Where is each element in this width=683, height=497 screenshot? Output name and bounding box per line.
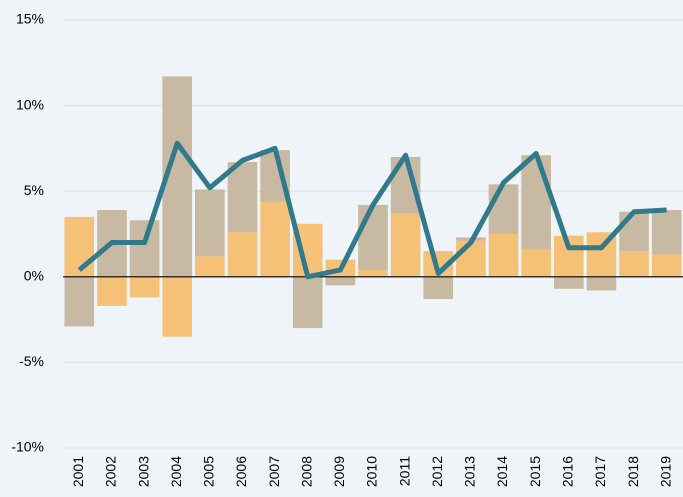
bar-segment: [260, 201, 290, 277]
x-tick-label: 2017: [592, 456, 608, 487]
x-tick-label: 2018: [625, 456, 641, 487]
x-tick-label: 2004: [168, 456, 184, 487]
x-tick-label: 2008: [298, 456, 314, 487]
bar-segment: [227, 162, 258, 233]
bar-segment: [488, 184, 519, 234]
bar-segment: [97, 276, 127, 306]
bar-segment: [325, 276, 356, 286]
y-tick-label: -5%: [19, 353, 44, 369]
bar-segment: [358, 204, 388, 270]
x-tick-label: 2010: [364, 456, 380, 487]
x-tick-label: 2013: [462, 456, 478, 487]
x-tick-label: 2001: [70, 456, 86, 487]
x-tick-label: 2007: [266, 456, 282, 487]
bar-segment: [651, 254, 682, 277]
bar-segment: [651, 210, 682, 255]
bar-segment: [162, 276, 193, 337]
x-tick-label: 2015: [527, 456, 543, 487]
y-tick-label: 10%: [16, 96, 44, 112]
bar-segment: [358, 269, 388, 277]
y-tick-label: 15%: [16, 11, 44, 27]
bar-segment: [227, 232, 258, 277]
y-tick-label: -10%: [11, 439, 44, 455]
bar-segment: [390, 213, 421, 277]
bar-segment: [423, 276, 454, 300]
x-tick-label: 2003: [135, 456, 151, 487]
bar-segment: [553, 276, 584, 289]
bar-segment: [129, 220, 160, 277]
y-tick-label: 5%: [24, 182, 44, 198]
bar-segment: [488, 234, 519, 277]
x-tick-label: 2019: [657, 456, 673, 487]
bar-segment: [64, 276, 95, 327]
bar-segment: [195, 256, 225, 277]
bar-segment: [586, 276, 617, 291]
bar-segment: [619, 251, 649, 277]
bar-segment: [521, 155, 551, 250]
x-tick-label: 2006: [233, 456, 249, 487]
x-tick-label: 2002: [103, 456, 119, 487]
x-tick-label: 2009: [331, 456, 347, 487]
x-tick-label: 2005: [201, 456, 217, 487]
bar-segment: [521, 249, 551, 277]
line: [77, 140, 667, 280]
bar-segment: [129, 276, 160, 298]
x-tick-label: 2016: [559, 456, 575, 487]
bar-segment: [195, 189, 225, 257]
bar-segment: [456, 240, 486, 277]
x-tick-label: 2014: [494, 456, 510, 487]
bar-segment: [619, 211, 649, 252]
bar-segment: [292, 276, 323, 329]
x-tick-label: 2012: [429, 456, 445, 487]
x-tick-label: 2011: [396, 456, 412, 486]
y-tick-label: 0%: [24, 268, 44, 284]
